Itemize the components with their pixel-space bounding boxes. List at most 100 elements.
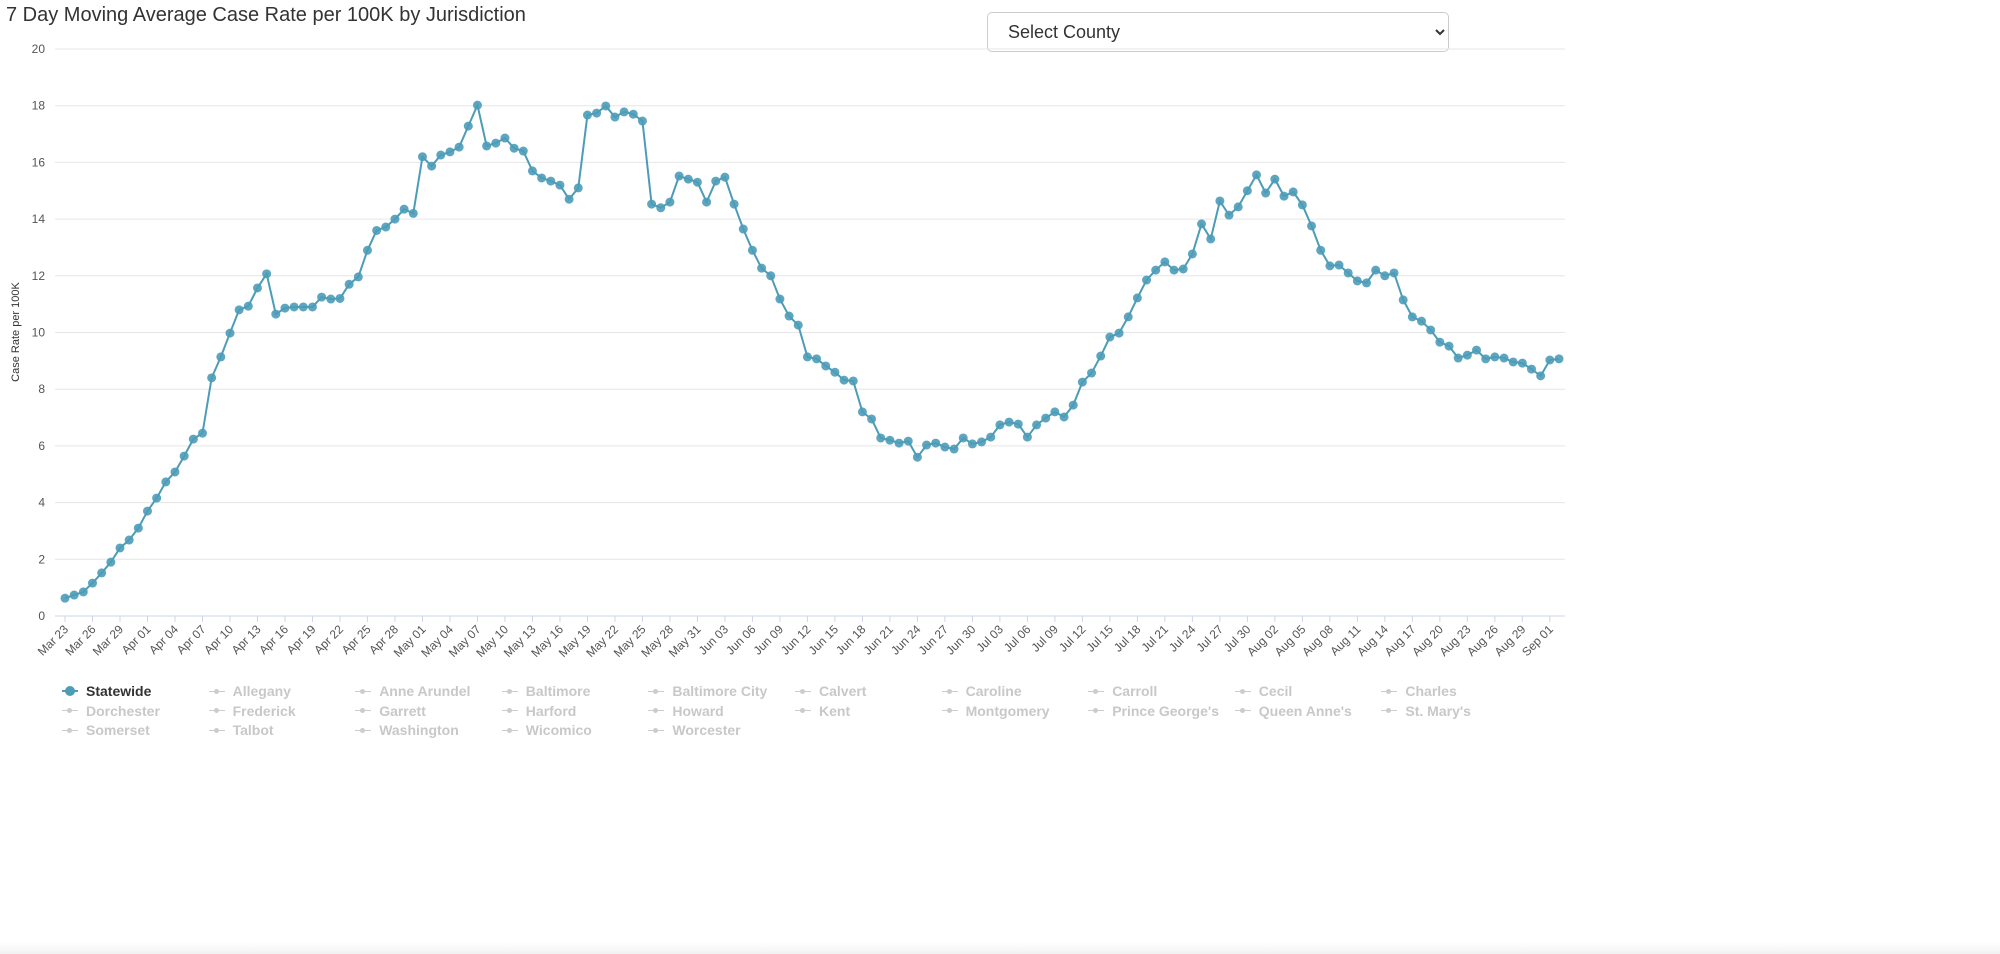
- data-point[interactable]: [711, 176, 721, 186]
- data-point[interactable]: [1316, 245, 1326, 255]
- data-point[interactable]: [592, 108, 602, 118]
- data-point[interactable]: [1325, 261, 1335, 271]
- data-point[interactable]: [197, 428, 207, 438]
- data-point[interactable]: [124, 535, 134, 545]
- data-point[interactable]: [564, 194, 574, 204]
- data-point[interactable]: [1178, 264, 1188, 274]
- data-point[interactable]: [1288, 187, 1298, 197]
- data-point[interactable]: [757, 263, 767, 273]
- legend-item[interactable]: Baltimore City: [648, 683, 767, 699]
- data-point[interactable]: [188, 434, 198, 444]
- data-point[interactable]: [702, 197, 712, 207]
- data-point[interactable]: [537, 173, 547, 183]
- data-point[interactable]: [940, 442, 950, 452]
- data-point[interactable]: [729, 199, 739, 209]
- data-point[interactable]: [1068, 400, 1078, 410]
- data-point[interactable]: [1536, 371, 1546, 381]
- legend-item[interactable]: Dorchester: [62, 703, 160, 719]
- data-point[interactable]: [1435, 337, 1445, 347]
- data-point[interactable]: [1114, 328, 1124, 338]
- data-point[interactable]: [1490, 352, 1500, 362]
- data-point[interactable]: [225, 328, 235, 338]
- data-point[interactable]: [252, 283, 262, 293]
- data-point[interactable]: [1142, 275, 1152, 285]
- data-point[interactable]: [931, 438, 941, 448]
- data-point[interactable]: [628, 109, 638, 119]
- data-point[interactable]: [1270, 174, 1280, 184]
- data-point[interactable]: [1197, 219, 1207, 229]
- legend-item[interactable]: Harford: [501, 703, 576, 719]
- data-point[interactable]: [408, 208, 418, 218]
- data-point[interactable]: [1279, 191, 1289, 201]
- data-point[interactable]: [1077, 377, 1087, 387]
- data-point[interactable]: [1032, 420, 1042, 430]
- data-point[interactable]: [1362, 278, 1372, 288]
- legend-item[interactable]: Allegany: [208, 683, 291, 699]
- data-point[interactable]: [454, 142, 464, 152]
- data-point[interactable]: [1013, 419, 1023, 429]
- data-point[interactable]: [280, 303, 290, 313]
- data-point[interactable]: [482, 141, 492, 151]
- data-point[interactable]: [1517, 358, 1527, 368]
- legend-item[interactable]: Worcester: [648, 722, 741, 738]
- data-point[interactable]: [298, 302, 308, 312]
- data-point[interactable]: [903, 436, 913, 446]
- data-point[interactable]: [491, 138, 501, 148]
- data-point[interactable]: [1499, 353, 1509, 363]
- data-point[interactable]: [582, 110, 592, 120]
- data-point[interactable]: [262, 269, 272, 279]
- data-point[interactable]: [958, 433, 968, 443]
- data-point[interactable]: [656, 203, 666, 213]
- legend-item[interactable]: Talbot: [208, 722, 274, 738]
- data-point[interactable]: [69, 590, 79, 600]
- data-point[interactable]: [1261, 188, 1271, 198]
- data-point[interactable]: [1407, 312, 1417, 322]
- data-point[interactable]: [1233, 202, 1243, 212]
- data-point[interactable]: [821, 361, 831, 371]
- data-point[interactable]: [243, 301, 253, 311]
- data-point[interactable]: [142, 506, 152, 516]
- data-point[interactable]: [1472, 345, 1482, 355]
- data-point[interactable]: [335, 293, 345, 303]
- legend-item[interactable]: Somerset: [62, 722, 150, 738]
- data-point[interactable]: [784, 311, 794, 321]
- data-point[interactable]: [87, 578, 97, 588]
- legend-item[interactable]: Howard: [648, 703, 724, 719]
- data-point[interactable]: [1242, 186, 1252, 196]
- series-statewide[interactable]: [60, 100, 1564, 603]
- data-point[interactable]: [949, 444, 959, 454]
- legend-item[interactable]: Statewide: [62, 683, 151, 699]
- data-point[interactable]: [390, 214, 400, 224]
- data-point[interactable]: [610, 112, 620, 122]
- data-point[interactable]: [509, 143, 519, 153]
- data-point[interactable]: [1398, 295, 1408, 305]
- data-point[interactable]: [1462, 350, 1472, 360]
- data-point[interactable]: [885, 435, 895, 445]
- data-point[interactable]: [216, 352, 226, 362]
- data-point[interactable]: [1453, 353, 1463, 363]
- legend-item[interactable]: Wicomico: [501, 722, 592, 738]
- data-point[interactable]: [1380, 271, 1390, 281]
- data-point[interactable]: [665, 197, 675, 207]
- data-point[interactable]: [601, 101, 611, 111]
- data-point[interactable]: [812, 354, 822, 364]
- data-point[interactable]: [1297, 200, 1307, 210]
- data-point[interactable]: [1087, 368, 1097, 378]
- legend-item[interactable]: Montgomery: [941, 703, 1050, 719]
- data-point[interactable]: [876, 433, 886, 443]
- data-point[interactable]: [922, 440, 932, 450]
- data-point[interactable]: [1022, 432, 1032, 442]
- data-point[interactable]: [1352, 276, 1362, 286]
- data-point[interactable]: [106, 557, 116, 567]
- legend-item[interactable]: Frederick: [208, 703, 296, 719]
- data-point[interactable]: [1426, 325, 1436, 335]
- data-point[interactable]: [518, 146, 528, 156]
- data-point[interactable]: [1123, 312, 1133, 322]
- data-point[interactable]: [1252, 170, 1262, 180]
- data-point[interactable]: [747, 245, 757, 255]
- data-point[interactable]: [1041, 413, 1051, 423]
- data-point[interactable]: [1481, 354, 1491, 364]
- data-point[interactable]: [738, 224, 748, 234]
- data-point[interactable]: [372, 225, 382, 235]
- legend-item[interactable]: Prince George's: [1088, 703, 1219, 719]
